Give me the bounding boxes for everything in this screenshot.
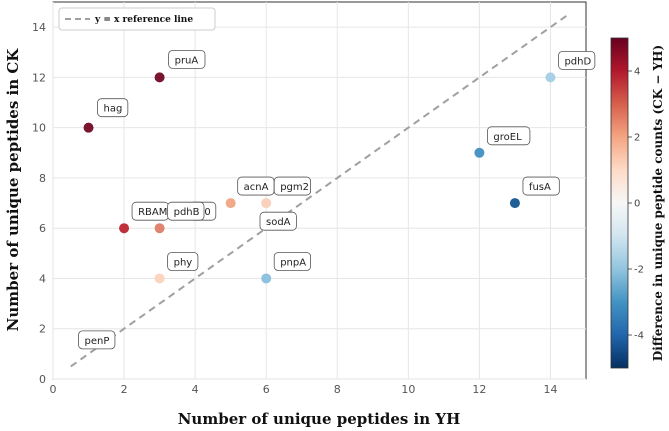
extra-label: 90 [198,207,211,218]
point-label-fusA: fusA [529,182,551,193]
point-labels: 90 hag pruA RBAM pdhB acnA pgm2 phy sodA penP pnpA… [78,50,596,350]
x-tick-label: 2 [121,383,128,396]
legend: y = x reference line [58,7,216,31]
point-label-box [97,98,129,118]
x-tick-label: 4 [192,383,199,396]
point-pdhD [545,72,556,83]
point-label-box [486,126,531,146]
point-acnA [225,198,236,209]
point-pruA [154,72,165,83]
colorbar-gradient [610,37,629,369]
point-label-pgm2: pgm2 [280,182,309,193]
y-tick-label: 0 [39,373,46,386]
point-label-pdhB: pdhB [174,207,200,218]
y-tick-label: 14 [32,21,46,34]
point-fusA [509,198,520,209]
point-label-acnA: acnA [244,182,269,193]
y-tick-label: 12 [32,71,46,84]
x-tick-label: 14 [543,383,557,396]
x-axis-ticks: 0 2 4 6 8 10 12 14 [50,383,558,396]
data-points [83,72,556,284]
grid-lines [52,2,586,380]
point-label-box [558,51,596,70]
point-label-hag: hag [104,104,123,115]
colorbar-tick-label: 4 [634,67,640,78]
point-label-pdhD: pdhD [564,56,591,67]
point-label-box [167,252,199,271]
point-RBAM [119,223,130,234]
point-pgm2 [261,198,272,209]
x-axis-title: Number of unique peptides in YH [178,410,461,428]
colorbar-tick-label: 2 [634,133,640,144]
colorbar: 4 2 0 -2 -4 Difference in unique peptide cou… [610,37,665,369]
point-pdhB [154,223,165,234]
point-hag [83,122,94,133]
point-label-phy: phy [174,257,193,268]
point-label-RBAM: RBAM [138,207,167,218]
y-tick-label: 10 [32,122,46,135]
point-label-box [167,201,205,221]
colorbar-title: Difference in unique peptide counts (CK … [651,45,665,361]
x-tick-label: 8 [334,383,341,396]
x-tick-label: 6 [263,383,270,396]
y-tick-label: 6 [39,222,46,235]
y-tick-label: 4 [39,272,46,285]
point-label-box [168,50,206,69]
point-label-box [273,252,312,271]
point-label-pnpA: pnpA [280,257,306,268]
x-tick-label: 12 [472,383,486,396]
point-label-box [273,176,312,196]
point-label-groEL: groEL [493,132,522,143]
point-label-box [259,211,297,231]
legend-box [58,7,216,31]
colorbar-tick-label: 0 [634,199,640,210]
colorbar-tick-label: -4 [634,331,644,342]
y-tick-label: 2 [39,323,46,336]
x-tick-label: 10 [401,383,415,396]
point-label-box [78,330,116,350]
colorbar-ticks: 4 2 0 -2 -4 [628,67,644,342]
reference-line [70,13,569,368]
colorbar-tick-label: -2 [634,265,644,276]
point-phy [154,273,165,284]
point-pnpA [261,273,272,284]
point-groEL [474,147,485,158]
point-label-penP: penP [85,336,110,347]
y-tick-label: 8 [39,172,46,185]
x-tick-label: 0 [50,383,57,396]
point-label-pruA: pruA [175,55,199,66]
point-label-box [522,176,560,196]
point-label-sodA: sodA [266,217,291,228]
y-axis-title: Number of unique peptides in CK [4,48,22,332]
legend-label: y = x reference line [94,15,193,25]
y-axis-ticks: 0 2 4 6 8 10 12 14 [32,21,46,386]
